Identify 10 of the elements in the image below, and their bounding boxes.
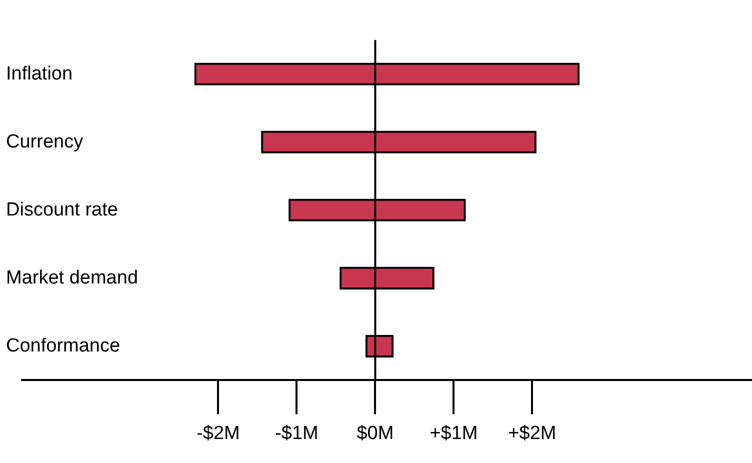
y-tick-label: Market demand [6,267,138,288]
y-tick-label: Conformance [6,335,120,356]
y-tick-label: Inflation [6,63,73,84]
y-tick-label: Discount rate [6,199,118,220]
x-tick-label: $0M [356,422,394,444]
x-tick-label: +$1M [430,422,478,444]
x-tick-label: +$2M [508,422,556,444]
y-tick-label: Currency [6,131,84,152]
x-tick-label: -$1M [275,422,318,444]
x-tick-label: -$2M [196,422,240,444]
